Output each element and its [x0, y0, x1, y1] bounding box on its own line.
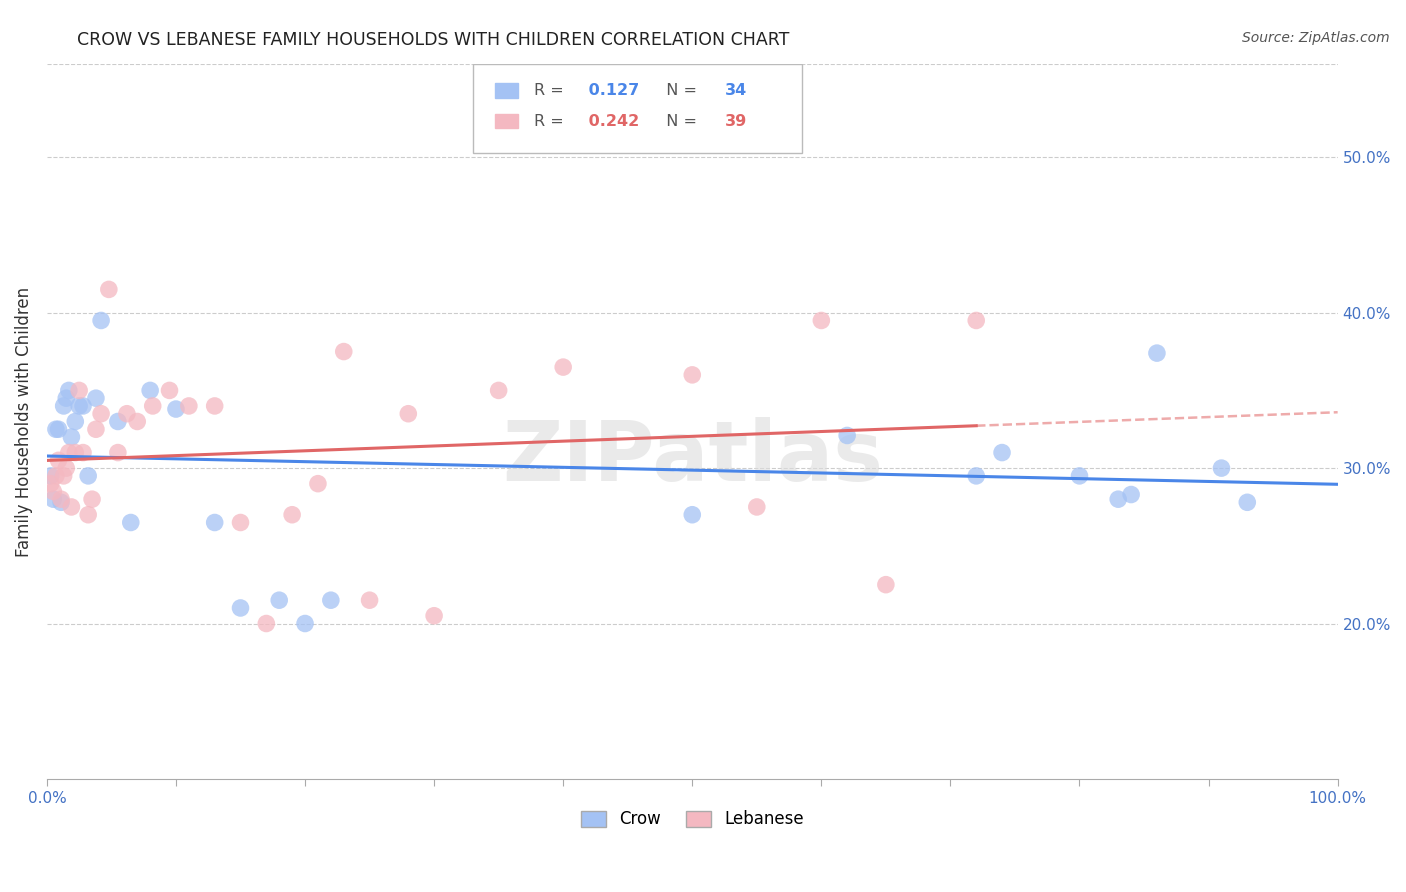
- Point: [281, 508, 304, 522]
- Point: [875, 577, 897, 591]
- Point: [1119, 487, 1142, 501]
- Point: [204, 399, 226, 413]
- Point: [307, 476, 329, 491]
- Point: [991, 445, 1014, 459]
- Point: [45, 468, 67, 483]
- Point: [55, 391, 77, 405]
- Point: [107, 415, 129, 429]
- Point: [48, 453, 70, 467]
- Point: [67, 399, 90, 413]
- Point: [58, 384, 80, 398]
- Point: [39, 468, 62, 483]
- Point: [127, 415, 149, 429]
- Text: N =: N =: [657, 83, 702, 98]
- Point: [332, 344, 354, 359]
- Point: [229, 516, 252, 530]
- Point: [142, 399, 165, 413]
- Point: [1236, 495, 1258, 509]
- Text: N =: N =: [657, 114, 702, 128]
- Point: [254, 616, 277, 631]
- Point: [52, 468, 75, 483]
- Point: [55, 461, 77, 475]
- Point: [115, 407, 138, 421]
- Bar: [495, 84, 517, 97]
- Point: [204, 516, 226, 530]
- Point: [1146, 346, 1168, 360]
- Point: [120, 516, 142, 530]
- Point: [48, 422, 70, 436]
- Point: [42, 492, 65, 507]
- Point: [229, 601, 252, 615]
- Point: [45, 422, 67, 436]
- Text: 0.127: 0.127: [582, 83, 638, 98]
- Point: [1107, 492, 1129, 507]
- Point: [681, 368, 703, 382]
- Point: [139, 384, 162, 398]
- Point: [84, 391, 107, 405]
- Text: Source: ZipAtlas.com: Source: ZipAtlas.com: [1241, 31, 1389, 45]
- Point: [396, 407, 419, 421]
- Point: [77, 508, 100, 522]
- Text: 39: 39: [724, 114, 747, 128]
- Point: [1211, 461, 1233, 475]
- Bar: [495, 114, 517, 128]
- Text: 0.242: 0.242: [582, 114, 638, 128]
- Text: ZIPatlas: ZIPatlas: [502, 417, 883, 498]
- Point: [49, 495, 72, 509]
- Text: R =: R =: [533, 83, 568, 98]
- Text: R =: R =: [533, 114, 568, 128]
- Point: [67, 384, 90, 398]
- Point: [553, 360, 575, 375]
- Point: [359, 593, 381, 607]
- Y-axis label: Family Households with Children: Family Households with Children: [15, 286, 32, 557]
- Point: [90, 407, 112, 421]
- Text: CROW VS LEBANESE FAMILY HOUSEHOLDS WITH CHILDREN CORRELATION CHART: CROW VS LEBANESE FAMILY HOUSEHOLDS WITH …: [77, 31, 790, 49]
- Point: [60, 430, 83, 444]
- Point: [319, 593, 342, 607]
- Point: [107, 445, 129, 459]
- Point: [97, 282, 120, 296]
- Point: [177, 399, 200, 413]
- Point: [837, 428, 859, 442]
- FancyBboxPatch shape: [472, 64, 801, 153]
- Point: [77, 468, 100, 483]
- Point: [810, 313, 832, 327]
- Point: [294, 616, 316, 631]
- Point: [49, 492, 72, 507]
- Point: [269, 593, 291, 607]
- Point: [745, 500, 768, 514]
- Point: [84, 422, 107, 436]
- Point: [72, 445, 94, 459]
- Point: [1069, 468, 1091, 483]
- Legend: Crow, Lebanese: Crow, Lebanese: [574, 804, 810, 835]
- Point: [423, 608, 446, 623]
- Point: [80, 492, 103, 507]
- Point: [60, 500, 83, 514]
- Point: [52, 399, 75, 413]
- Point: [58, 445, 80, 459]
- Point: [42, 484, 65, 499]
- Point: [488, 384, 510, 398]
- Point: [65, 415, 87, 429]
- Text: 34: 34: [724, 83, 747, 98]
- Point: [72, 399, 94, 413]
- Point: [965, 313, 987, 327]
- Point: [165, 402, 187, 417]
- Point: [159, 384, 181, 398]
- Point: [965, 468, 987, 483]
- Point: [39, 476, 62, 491]
- Point: [681, 508, 703, 522]
- Point: [65, 445, 87, 459]
- Point: [90, 313, 112, 327]
